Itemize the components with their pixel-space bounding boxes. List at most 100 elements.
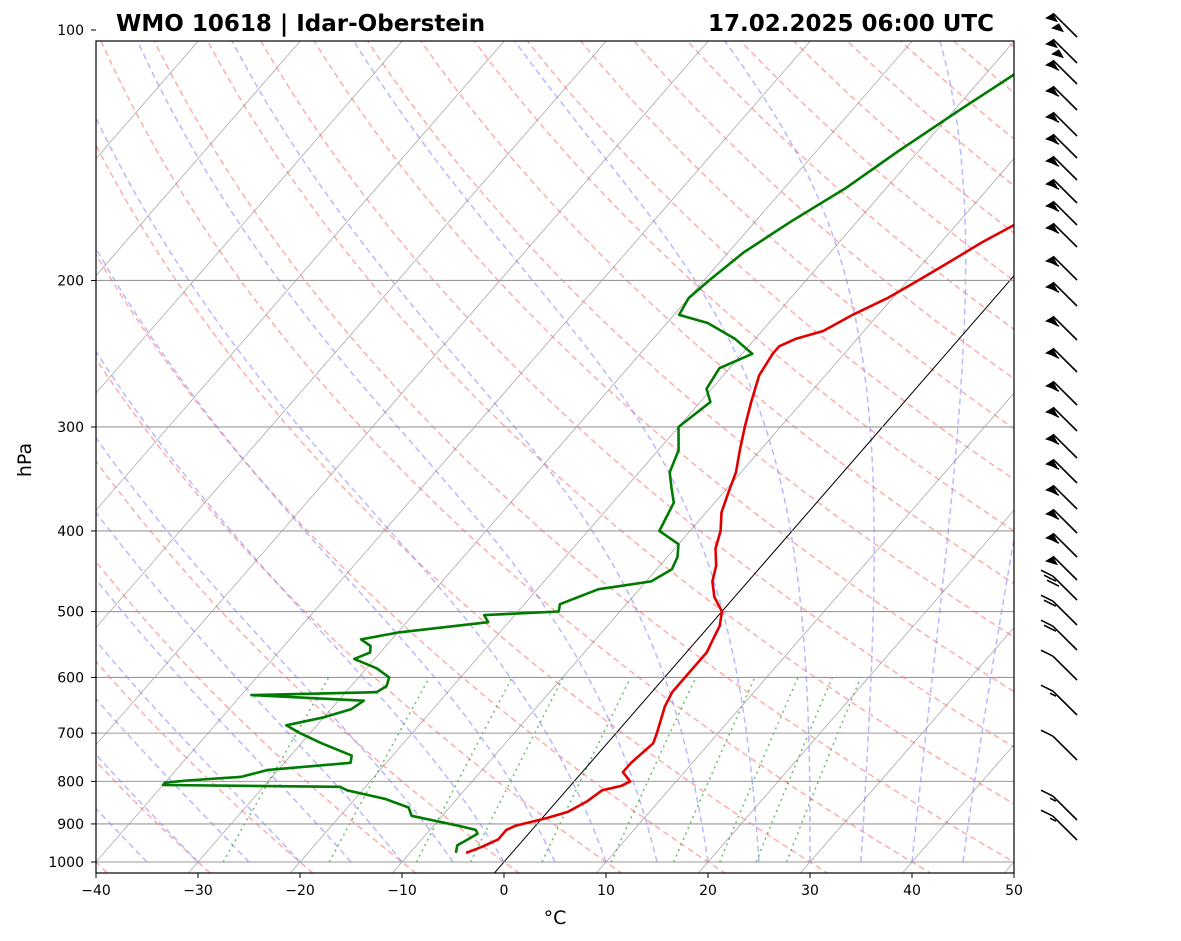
wind-barb xyxy=(1045,85,1078,111)
thermodynamic-lines xyxy=(96,41,1014,873)
wind-barb-staff xyxy=(1052,281,1078,307)
y-tick-label: 1000 xyxy=(48,855,84,871)
zero-isotherm xyxy=(493,275,1014,873)
wind-barb-half-feather xyxy=(1049,797,1057,802)
wind-barb-staff xyxy=(1052,12,1078,38)
dry-adiabat xyxy=(1005,41,1014,48)
wind-barb-feather xyxy=(1046,410,1060,418)
wind-barb-feather xyxy=(1040,729,1054,737)
dry-adiabat xyxy=(153,41,1014,863)
wind-barb-pennant xyxy=(1045,381,1058,391)
x-tick-label: −30 xyxy=(183,883,213,899)
wind-barb-staff xyxy=(1052,655,1078,681)
wind-barb-pennant xyxy=(1045,348,1058,358)
wind-barb-staff xyxy=(1052,575,1078,601)
x-axis: −40 −30 −20 −10 0 10 20 30 40 50 xyxy=(81,873,1023,899)
wind-barb xyxy=(1045,347,1078,373)
wind-barb-feather xyxy=(1043,574,1057,582)
wind-barb xyxy=(1045,59,1078,85)
moist-adiabat xyxy=(911,41,967,863)
mixing-ratio-line xyxy=(719,677,799,863)
isotherm xyxy=(96,41,301,277)
dry-adiabat xyxy=(206,41,1014,805)
moist-adiabat xyxy=(96,753,199,863)
dry-adiabat xyxy=(526,41,1014,481)
isotherm xyxy=(697,509,1014,873)
wind-barb-pennant xyxy=(1045,134,1058,144)
wind-barb-staff xyxy=(1052,600,1078,626)
x-tick-label: 0 xyxy=(500,883,509,899)
wind-barb-staff xyxy=(1052,795,1078,821)
wind-barb-column xyxy=(1040,12,1078,841)
wind-barb-feather xyxy=(1043,624,1057,632)
wind-barb-pennant xyxy=(1045,223,1058,233)
moist-adiabat xyxy=(96,697,250,863)
wind-barb-feather xyxy=(1046,351,1060,359)
moist-adiabat xyxy=(513,41,811,862)
dry-adiabat xyxy=(96,560,418,873)
wind-barb-feather xyxy=(1046,137,1060,145)
wind-barb xyxy=(1040,789,1078,821)
wind-barb-half-feather xyxy=(1049,692,1057,697)
sounding-profiles xyxy=(161,73,1014,855)
wind-barb xyxy=(1045,315,1078,341)
wind-barb-pennant xyxy=(1051,23,1064,33)
chart-title-left: WMO 10618 | Idar-Oberstein xyxy=(116,11,485,37)
dry-adiabat xyxy=(952,41,1014,94)
wind-barb-feather xyxy=(1040,649,1054,657)
y-tick-label: 300 xyxy=(57,420,84,436)
wind-barb-feather xyxy=(1043,599,1057,607)
x-tick-label: 50 xyxy=(1005,883,1023,899)
wind-barb-half-feather xyxy=(1049,817,1057,822)
isotherm xyxy=(901,744,1014,873)
wind-barb-feather xyxy=(1046,319,1060,327)
x-tick-label: −20 xyxy=(285,883,315,899)
y-tick-label: 700 xyxy=(57,726,84,742)
plot-frame xyxy=(95,40,1015,874)
mixing-ratio-line xyxy=(415,677,513,863)
wind-barb xyxy=(1045,222,1078,248)
isotherm xyxy=(96,41,709,746)
mixing-ratio-line xyxy=(785,677,862,863)
wind-barb-staff xyxy=(1052,555,1078,581)
dry-adiabat xyxy=(739,41,1014,282)
wind-barb xyxy=(1040,729,1078,761)
isotherm xyxy=(96,41,199,160)
wind-barb-pennant xyxy=(1045,86,1058,96)
wind-barb-staff xyxy=(1052,178,1078,204)
wind-barb-feather xyxy=(1046,259,1060,267)
wind-barb xyxy=(1040,569,1078,601)
wind-barb xyxy=(1045,406,1078,432)
wind-barb-staff xyxy=(1052,315,1078,341)
dry-adiabat xyxy=(899,41,1014,140)
wind-barb-pennant xyxy=(1051,49,1064,59)
wind-barb-pennant xyxy=(1045,60,1058,70)
wind-barb xyxy=(1045,484,1078,510)
y-axis-label: hPa xyxy=(14,443,36,477)
wind-barb-staff xyxy=(1052,735,1078,761)
wind-barb-staff xyxy=(1052,815,1078,841)
dry-adiabat xyxy=(473,41,1014,532)
wind-barb-pennant xyxy=(1045,556,1058,566)
dry-adiabat xyxy=(633,41,1014,380)
wind-barb-feather xyxy=(1046,204,1060,212)
wind-barb-feather xyxy=(1046,437,1060,445)
wind-barb-staff xyxy=(1052,200,1078,226)
x-tick-label: 20 xyxy=(699,883,717,899)
moist-adiabat xyxy=(96,436,454,863)
wind-barb xyxy=(1045,380,1078,406)
isotherm xyxy=(96,41,505,511)
wind-barb xyxy=(1045,178,1078,204)
wind-barb-feather xyxy=(1046,285,1060,293)
x-tick-label: −40 xyxy=(81,883,111,899)
moist-adiabat xyxy=(96,639,301,863)
wind-barb-feather xyxy=(1046,536,1060,544)
wind-barb xyxy=(1040,594,1078,626)
wind-barb-pennant xyxy=(1045,39,1058,49)
dry-adiabat xyxy=(96,660,315,873)
wind-barb-pennant xyxy=(1045,485,1058,495)
moist-adiabat xyxy=(96,247,556,863)
wind-barb-feather xyxy=(1046,159,1060,167)
wind-barb-staff xyxy=(1052,484,1078,510)
